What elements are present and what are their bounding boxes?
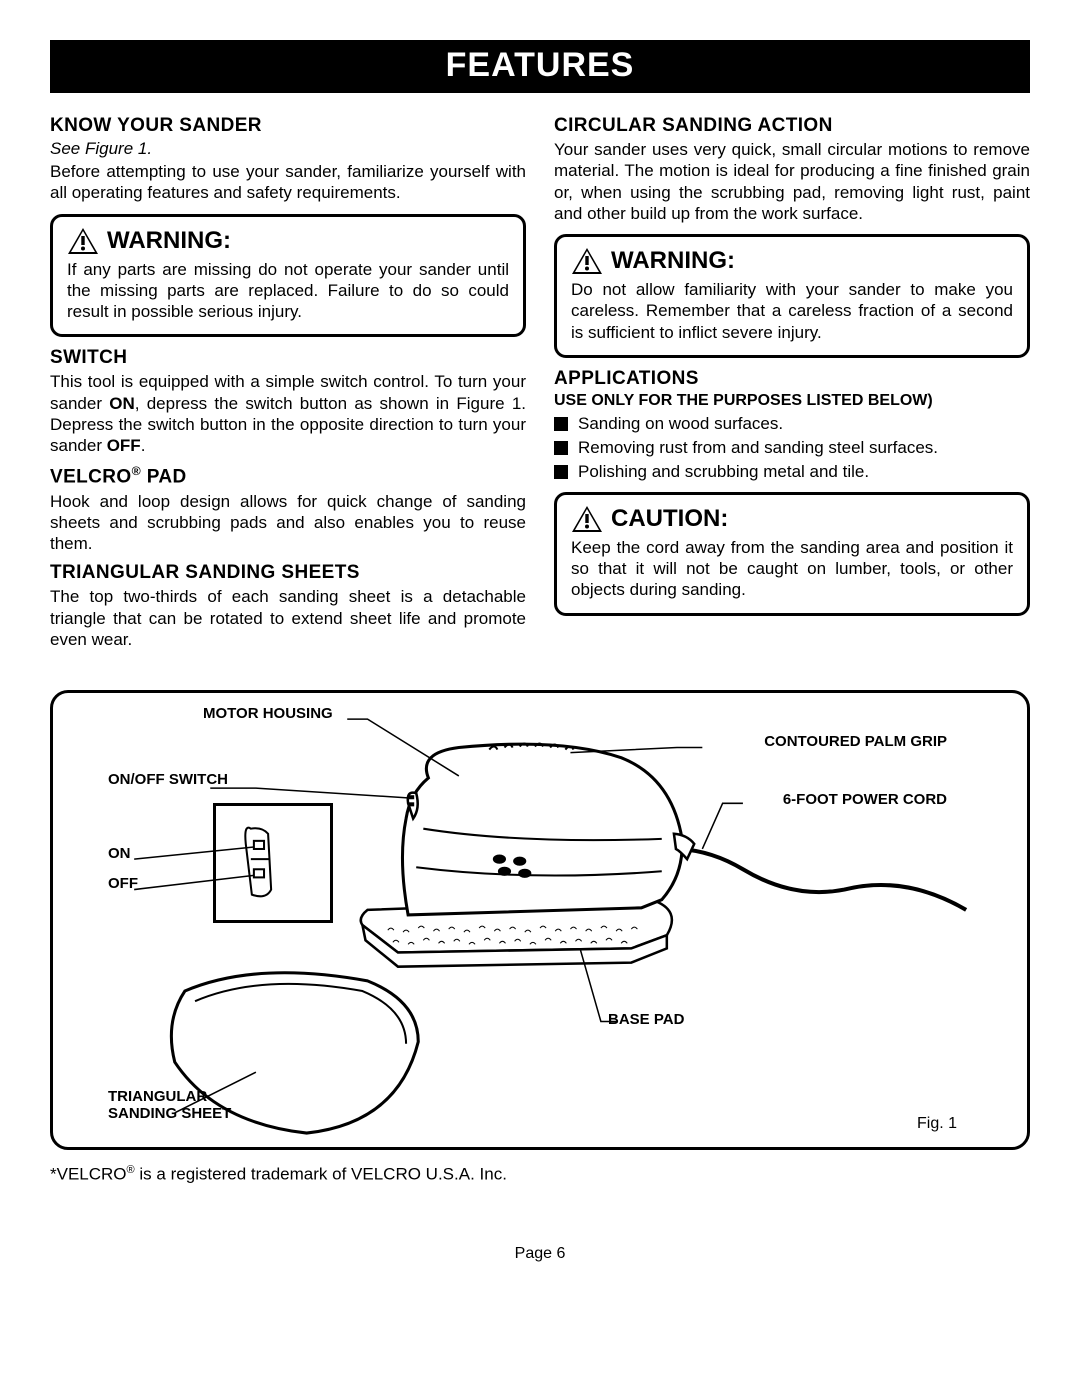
label-tri-sheet: TRIANGULAR SANDING SHEET [108,1088,231,1123]
warning-text-right: Do not allow familiarity with your sande… [571,279,1013,343]
velcro-text: Hook and loop design allows for quick ch… [50,491,526,555]
app-item: Removing rust from and sanding steel sur… [554,438,1030,458]
page-number: Page 6 [50,1245,1030,1263]
tri-title: TRIANGULAR SANDING SHEETS [50,562,526,584]
caution-text: Keep the cord away from the sanding area… [571,537,1013,601]
switch-text: This tool is equipped with a simple swit… [50,371,526,456]
app-item: Sanding on wood surfaces. [554,414,1030,434]
app-list: Sanding on wood surfaces. Removing rust … [554,414,1030,482]
caution-box: CAUTION: Keep the cord away from the san… [554,492,1030,616]
see-figure: See Figure 1. [50,139,526,159]
velcro-title: VELCRO® PAD [50,464,526,488]
figure-frame: MOTOR HOUSING ON/OFF SWITCH ON OFF CONTO… [50,690,1030,1150]
sander-illustration [53,693,1027,1147]
label-palm-grip: CONTOURED PALM GRIP [764,733,947,750]
app-subtitle: USE ONLY FOR THE PURPOSES LISTED BELOW) [554,392,1030,410]
fig-number: Fig. 1 [917,1115,957,1133]
label-on: ON [108,845,131,862]
warning-icon [571,247,603,275]
warning-box-right: WARNING: Do not allow familiarity with y… [554,234,1030,358]
app-item: Polishing and scrubbing metal and tile. [554,462,1030,482]
warning-text-left: If any parts are missing do not operate … [67,259,509,323]
label-base-pad: BASE PAD [608,1011,684,1028]
label-power-cord: 6-FOOT POWER CORD [783,791,947,808]
bullet-icon [554,441,568,455]
content-columns: KNOW YOUR SANDER See Figure 1. Before at… [50,107,1030,650]
label-motor-housing: MOTOR HOUSING [203,705,333,722]
tri-text: The top two-thirds of each sanding sheet… [50,586,526,650]
app-title: APPLICATIONS [554,368,1030,390]
warning-icon [67,227,99,255]
switch-detail-box [213,803,333,923]
features-banner: FEATURES [50,40,1030,93]
left-column: KNOW YOUR SANDER See Figure 1. Before at… [50,107,526,650]
know-text: Before attempting to use your sander, fa… [50,161,526,204]
warning-header-right: WARNING: [571,247,1013,275]
label-off: OFF [108,875,138,892]
switch-title: SWITCH [50,347,526,369]
know-title: KNOW YOUR SANDER [50,115,526,137]
right-column: CIRCULAR SANDING ACTION Your sander uses… [554,107,1030,650]
bullet-icon [554,417,568,431]
warning-header-left: WARNING: [67,227,509,255]
caution-icon [571,505,603,533]
warning-box-left: WARNING: If any parts are missing do not… [50,214,526,338]
footnote: *VELCRO® is a registered trademark of VE… [50,1164,1030,1185]
warning-title-left: WARNING: [107,227,231,255]
circ-text: Your sander uses very quick, small circu… [554,139,1030,224]
caution-header: CAUTION: [571,505,1013,533]
circ-title: CIRCULAR SANDING ACTION [554,115,1030,137]
label-onoff-switch: ON/OFF SWITCH [108,771,228,788]
caution-title: CAUTION: [611,505,728,533]
warning-title-right: WARNING: [611,247,735,275]
bullet-icon [554,465,568,479]
